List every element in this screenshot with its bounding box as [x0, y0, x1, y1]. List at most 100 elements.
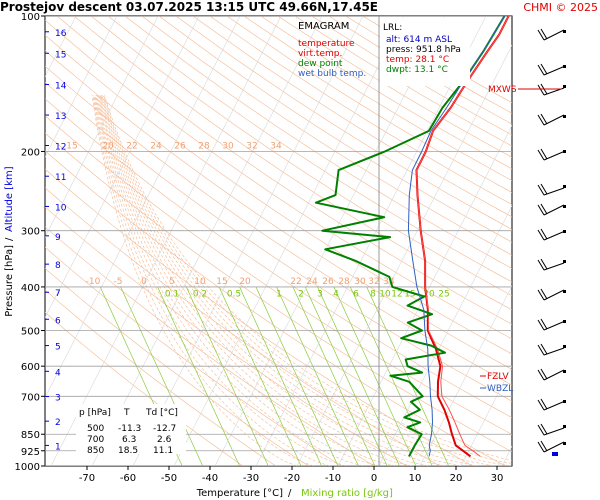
y-axis-title-altitude: Altitude [km] — [4, 166, 15, 232]
wind-barb-flag — [540, 203, 548, 215]
dry-adiabat-line — [158, 16, 512, 243]
moist-adiabat-label: 10 — [194, 277, 206, 287]
isotherm-line — [91, 16, 323, 466]
wind-barb-dot — [563, 30, 566, 33]
dry-adiabat-label: 28 — [198, 141, 210, 151]
dry-adiabat-line — [107, 16, 512, 283]
table-cell: 11.1 — [153, 446, 173, 456]
moist-adiabat-line — [100, 95, 478, 466]
altitude-tick-label: 4 — [55, 368, 61, 378]
table-header-t: T — [123, 408, 130, 418]
legend-dew-point: dew point — [298, 59, 343, 69]
wind-barbs — [537, 28, 566, 456]
mixing-ratio-label: 0.1 — [165, 289, 179, 299]
temperature-tick-label: -60 — [120, 473, 136, 484]
dry-adiabat-label: 24 — [150, 141, 162, 151]
wind-barb-flag — [540, 228, 548, 240]
wind-barb-dot — [563, 65, 566, 68]
isotherm-line — [45, 16, 118, 158]
wind-barb-flag — [537, 259, 545, 271]
wind-barb-flag — [540, 368, 548, 380]
dry-adiabat-line — [175, 16, 512, 230]
wind-barb-dot — [563, 260, 566, 263]
wind-barb-staff — [543, 289, 565, 301]
temperature-tick-label: -50 — [161, 473, 177, 484]
wind-barb — [537, 368, 566, 381]
moist-adiabat-label: 22 — [290, 277, 301, 287]
moist-adiabat-label: 15 — [216, 277, 227, 287]
wind-barb-flag — [537, 369, 545, 381]
dry-adiabat-label: 20 — [102, 141, 114, 151]
table-header-p: p [hPa] — [79, 408, 111, 418]
altitude-tick-label: 14 — [55, 82, 67, 92]
wind-barb-flag — [537, 229, 545, 241]
mixing-ratio-line — [333, 286, 417, 466]
altitude-tick-label: 3 — [55, 394, 61, 404]
moist-adiabat-label: -5 — [114, 277, 123, 287]
moist-adiabat-label: -10 — [86, 277, 101, 287]
altitude-tick-label: 12 — [55, 143, 66, 153]
wind-barb-dot — [563, 230, 566, 233]
lrl-heading: LRL: — [383, 23, 402, 33]
pressure-tick-label: 1000 — [15, 462, 40, 473]
wind-barb-staff — [543, 187, 565, 196]
temperature-tick-label: -20 — [284, 473, 300, 484]
background-lines: 15 20 22 24 26 28 30 32 34-10 -5 0 5 10 15 20 22 24 26 28 3… — [45, 16, 600, 466]
lrl-temperature: temp: 28.1 °C — [386, 55, 449, 65]
wind-barb — [537, 148, 566, 161]
wind-barb — [537, 440, 566, 453]
wind-barb-flag — [537, 319, 545, 331]
moist-adiabat-line — [99, 95, 462, 466]
table-cell: -11.3 — [118, 424, 141, 434]
dry-adiabat-label: 22 — [126, 141, 137, 151]
isotherm-line — [460, 365, 512, 466]
mixing-ratio-label: 12 — [391, 289, 402, 299]
wind-barb — [537, 228, 566, 241]
series-line-wet-bulb-temp — [407, 16, 505, 457]
pressure-tick-label: 600 — [21, 362, 40, 373]
isotherm-line — [173, 16, 405, 466]
mixing-ratio-line — [255, 286, 339, 466]
table-cell: 2.6 — [157, 435, 172, 445]
legend-virt-temp: virt.temp. — [298, 49, 342, 59]
altitude-tick-label: 6 — [55, 316, 61, 326]
moist-adiabat-line — [99, 95, 445, 466]
wind-barb-dot — [563, 205, 566, 208]
temperature-tick-label: -40 — [202, 473, 218, 484]
fzlv-label: FZLV — [487, 372, 509, 382]
legend-temperature: temperature — [298, 39, 355, 49]
wind-barb-staff — [543, 262, 565, 271]
moist-adiabat-label: 26 — [322, 277, 334, 287]
mixing-ratio-line — [218, 286, 302, 466]
temperature-tick-label: 30 — [491, 473, 504, 484]
mixing-ratio-line — [317, 286, 400, 466]
pressure-tick-label: 500 — [21, 327, 40, 338]
wind-barb-staff — [543, 231, 565, 241]
axes: 1002003004005006007008509251000123456789… — [15, 12, 504, 484]
temperature-tick-label: 20 — [450, 473, 463, 484]
temperature-tick-label: -10 — [325, 473, 341, 484]
wind-barb-staff — [543, 369, 565, 381]
wind-barb-surface — [552, 452, 558, 456]
wind-barb — [537, 63, 566, 76]
isotherm-line — [543, 16, 600, 466]
x-axis-title-temperature: Temperature [°C] — [196, 488, 283, 499]
legend-wet-bulb: wet bulb temp. — [298, 69, 366, 79]
wind-barb-staff — [543, 66, 565, 76]
mixing-ratio-line — [185, 286, 269, 466]
moist-adiabat-label: 24 — [306, 277, 318, 287]
dry-adiabat-line — [209, 16, 512, 205]
dry-adiabat-line — [141, 16, 512, 256]
series-line-dew-point — [314, 16, 506, 457]
wind-barb-flag — [540, 28, 548, 40]
chart-title: Prostejov descent 03.07.2025 13:15 UTC 4… — [0, 0, 378, 14]
altitude-tick-label: 15 — [55, 50, 66, 60]
mixing-ratio-line — [276, 286, 359, 466]
moist-adiabat-label: 5 — [169, 277, 175, 287]
lrl-pressure: press: 951.8 hPa — [386, 45, 461, 55]
altitude-tick-label: 7 — [55, 289, 61, 299]
pressure-tick-label: 850 — [21, 430, 40, 441]
dry-adiabat-label: 34 — [270, 141, 282, 151]
isotherm-line — [45, 16, 241, 399]
altitude-tick-label: 11 — [55, 173, 66, 183]
